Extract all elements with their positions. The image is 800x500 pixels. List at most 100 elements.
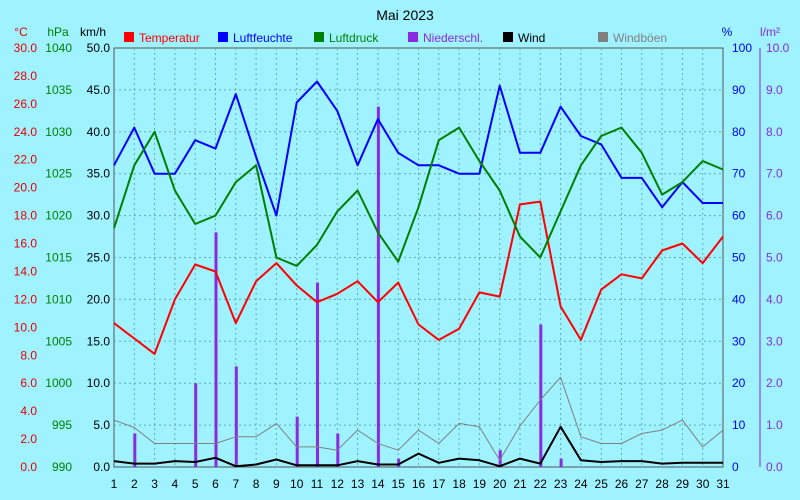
x-tick-label: 18 [452, 477, 466, 491]
axis-tick-temp: 26.0 [14, 97, 38, 111]
x-tick-label: 4 [172, 477, 179, 491]
precip-bar [376, 106, 380, 467]
axis-tick-press: 995 [52, 418, 72, 432]
axis-tick-temp: 30.0 [14, 41, 38, 55]
axis-tick-wind: 40.0 [87, 125, 111, 139]
x-tick-label: 5 [192, 477, 199, 491]
axis-tick-temp: 8.0 [20, 348, 37, 362]
axis-tick-rain: 2.0 [766, 376, 783, 390]
x-tick-label: 1 [111, 477, 118, 491]
axis-tick-temp: 24.0 [14, 125, 38, 139]
axis-tick-rain: 0.0 [766, 460, 783, 474]
x-tick-label: 15 [392, 477, 406, 491]
axis-tick-temp: 20.0 [14, 181, 38, 195]
series-line-luftdruck [113, 126, 724, 267]
axis-tick-press: 1000 [45, 376, 72, 390]
axis-tick-rain: 10.0 [766, 41, 790, 55]
x-tick-label: 23 [554, 477, 568, 491]
axis-tick-hum: 60 [732, 209, 746, 223]
axis-tick-wind: 20.0 [87, 292, 111, 306]
series-line-temperatur [113, 200, 724, 355]
axis-tick-press: 1015 [45, 251, 72, 265]
x-tick-label: 30 [696, 477, 710, 491]
legend-swatch [503, 32, 513, 42]
x-tick-label: 24 [574, 477, 588, 491]
x-tick-label: 11 [311, 477, 324, 491]
axis-tick-temp: 6.0 [20, 376, 37, 390]
legend-swatch [124, 32, 134, 42]
axis-tick-wind: 0.0 [93, 460, 110, 474]
series-line-windböen [113, 376, 724, 461]
axis-tick-press: 1040 [45, 41, 72, 55]
axis-tick-wind: 50.0 [87, 41, 111, 55]
x-tick-label: 2 [131, 477, 138, 491]
x-tick-label: 17 [432, 477, 446, 491]
precip-bar [316, 282, 319, 467]
axis-tick-wind: 25.0 [87, 251, 111, 265]
axis-tick-hum: 50 [732, 251, 746, 265]
axis-tick-temp: 14.0 [14, 265, 38, 279]
axis-tick-rain: 9.0 [766, 83, 783, 97]
legend-swatch [218, 32, 228, 42]
x-tick-label: 20 [493, 477, 507, 491]
series-line-wind [113, 425, 723, 468]
axis-tick-wind: 5.0 [93, 418, 110, 432]
axis-tick-press: 1010 [45, 292, 72, 306]
x-tick-label: 7 [232, 477, 239, 491]
x-tick-label: 12 [331, 477, 345, 491]
axis-tick-wind: 15.0 [87, 334, 111, 348]
x-tick-label: 31 [716, 477, 730, 491]
axis-unit-temp: °C [14, 25, 28, 39]
axis-unit-press: hPa [47, 25, 69, 39]
axis-tick-rain: 4.0 [766, 292, 783, 306]
precip-bar [295, 416, 299, 467]
axis-tick-press: 990 [52, 460, 72, 474]
axis-tick-temp: 16.0 [14, 237, 38, 251]
axis-tick-rain: 3.0 [766, 334, 783, 348]
x-tick-label: 6 [212, 477, 219, 491]
axis-tick-rain: 7.0 [766, 167, 783, 181]
x-tick-label: 13 [351, 477, 365, 491]
axis-tick-temp: 10.0 [14, 320, 38, 334]
precip-bar [539, 324, 543, 467]
x-tick-label: 16 [412, 477, 426, 491]
x-tick-label: 27 [635, 477, 649, 491]
axis-tick-temp: 2.0 [20, 432, 37, 446]
x-tick-label: 8 [253, 477, 260, 491]
axis-tick-press: 1030 [45, 125, 72, 139]
legend-label: Wind [518, 31, 545, 45]
axis-tick-temp: 22.0 [14, 153, 38, 167]
axis-tick-temp: 12.0 [14, 292, 38, 306]
axis-tick-hum: 90 [732, 83, 746, 97]
x-tick-label: 19 [473, 477, 487, 491]
precip-bar [234, 366, 238, 467]
x-tick-label: 3 [151, 477, 158, 491]
axis-tick-rain: 6.0 [766, 209, 783, 223]
axis-tick-hum: 40 [732, 292, 746, 306]
legend-swatch [408, 32, 418, 42]
series-line-luftfeuchte [113, 80, 723, 217]
axis-tick-hum: 20 [732, 376, 746, 390]
axis-tick-hum: 100 [732, 41, 752, 55]
x-tick-label: 10 [290, 477, 304, 491]
axis-tick-hum: 30 [732, 334, 746, 348]
axis-tick-wind: 45.0 [87, 83, 111, 97]
axis-tick-temp: 0.0 [20, 460, 37, 474]
axis-tick-rain: 1.0 [766, 418, 783, 432]
axis-tick-hum: 70 [732, 167, 746, 181]
precip-bar [133, 433, 137, 467]
x-tick-label: 9 [273, 477, 280, 491]
axis-tick-temp: 4.0 [20, 404, 37, 418]
axis-tick-wind: 30.0 [87, 209, 111, 223]
precip-bar [194, 383, 198, 467]
axis-tick-press: 1005 [45, 334, 72, 348]
precip-bar [397, 458, 401, 467]
axis-tick-wind: 10.0 [87, 376, 111, 390]
axis-tick-rain: 5.0 [766, 251, 783, 265]
legend-label: Luftdruck [329, 31, 379, 45]
axis-tick-wind: 35.0 [87, 167, 111, 181]
x-tick-label: 26 [615, 477, 629, 491]
chart-title: Mai 2023 [376, 7, 434, 23]
legend-label: Luftfeuchte [233, 31, 293, 45]
